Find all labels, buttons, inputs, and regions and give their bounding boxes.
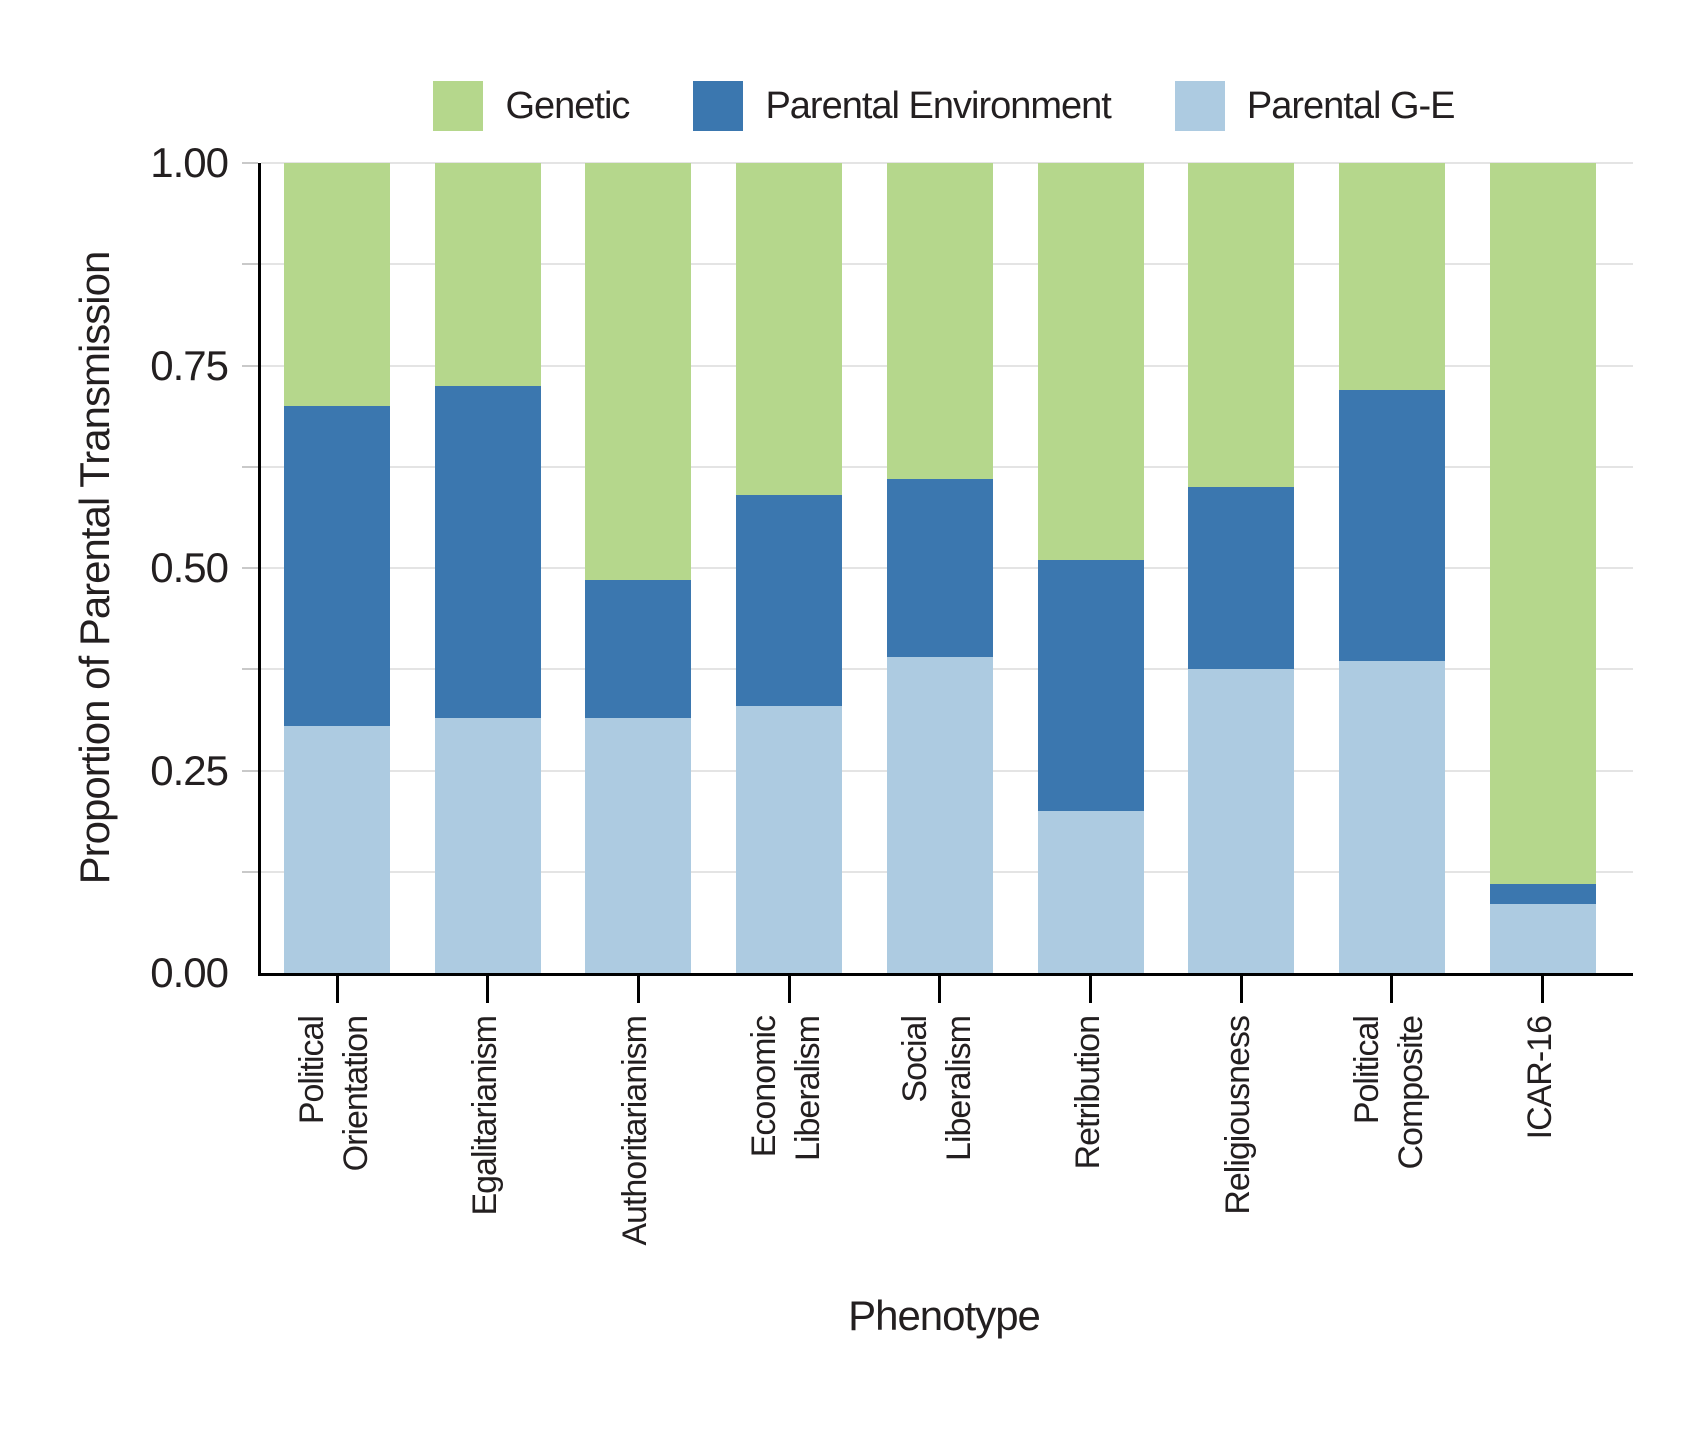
x-axis-tick — [787, 973, 791, 1003]
x-category-label-line: Political — [293, 1016, 331, 1125]
x-category-label-icar-16: ICAR-16 — [1490, 1016, 1590, 1316]
y-axis-tick — [242, 870, 258, 873]
bar-economic-liberalism — [736, 163, 843, 973]
x-category-label-line: Composite — [1391, 1016, 1430, 1170]
legend-label: Genetic — [505, 84, 630, 127]
x-axis-tick — [636, 973, 640, 1003]
legend-swatch-parental-g-e — [1174, 81, 1225, 131]
legend-swatch-parental-environment — [693, 81, 744, 131]
x-category-label-economic-liberalism: Economic Liberalism — [736, 1016, 836, 1316]
y-tick-label: 0.50 — [150, 544, 229, 591]
segment-parental-environment — [886, 478, 993, 658]
segment-parental-environment — [585, 580, 692, 718]
x-category-label-political-orientation: Political Orientation — [284, 1016, 384, 1316]
legend-item-parental-environment: Parental Environment — [693, 81, 1112, 131]
chart-legend: Genetic Parental Environment Parental G-E — [258, 78, 1630, 134]
y-axis-tick — [242, 769, 258, 772]
x-category-label-line: Social — [895, 1016, 934, 1103]
x-category-label-egalitarianism: Egalitarianism — [435, 1016, 535, 1316]
segment-parental-g-e — [736, 705, 843, 973]
y-axis-tick — [242, 567, 258, 569]
segment-parental-g-e — [1489, 904, 1596, 973]
x-axis-tick — [1239, 973, 1243, 1003]
y-axis-tick — [242, 162, 258, 164]
segment-parental-g-e — [1188, 669, 1295, 973]
legend-label: Parental Environment — [765, 84, 1111, 127]
segment-parental-environment — [1037, 559, 1144, 811]
segment-parental-g-e — [886, 657, 993, 973]
y-tick-label: 1.00 — [150, 139, 229, 186]
y-tick-label: 0.25 — [150, 746, 229, 794]
x-category-label-religiousness: Religiousness — [1188, 1016, 1288, 1316]
x-category-label-line: Liberalism — [939, 1016, 978, 1161]
segment-parental-environment — [1338, 389, 1445, 662]
x-category-label-line: Liberalism — [789, 1016, 828, 1161]
x-category-label-line: Retribution — [1068, 1016, 1107, 1170]
y-tick-label: 0.75 — [150, 341, 229, 389]
segment-parental-g-e — [284, 725, 390, 973]
segment-parental-g-e — [1037, 811, 1144, 973]
x-axis-tick — [1089, 973, 1092, 1003]
legend-label: Parental G-E — [1246, 84, 1456, 127]
y-axis-tick — [242, 364, 258, 367]
segment-genetic — [434, 163, 541, 386]
x-category-label-political-composite: Political Composite — [1339, 1016, 1439, 1316]
x-category-label-authoritarianism: Authoritarianism — [585, 1016, 685, 1316]
segment-parental-environment — [1489, 883, 1596, 905]
bar-political-orientation — [284, 163, 390, 973]
segment-parental-environment — [1188, 487, 1295, 670]
x-category-label-line: Political — [1347, 1016, 1386, 1125]
bar-social-liberalism — [886, 163, 993, 973]
x-category-label-line: Economic — [745, 1016, 784, 1158]
x-category-label-social-liberalism: Social Liberalism — [887, 1016, 987, 1316]
bar-religiousness — [1188, 163, 1295, 973]
segment-genetic — [1338, 163, 1445, 390]
segment-parental-environment — [284, 406, 390, 726]
x-category-label-line: Authoritarianism — [616, 1016, 655, 1246]
bar-political-composite — [1338, 163, 1445, 973]
legend-item-parental-g-e: Parental G-E — [1174, 81, 1456, 131]
x-category-label-retribution: Retribution — [1038, 1016, 1138, 1316]
segment-parental-g-e — [1338, 661, 1445, 973]
bar-icar-16 — [1489, 163, 1596, 973]
segment-parental-g-e — [434, 717, 541, 973]
bar-retribution — [1037, 163, 1144, 973]
gridline — [261, 162, 1633, 164]
bar-authoritarianism — [585, 163, 692, 973]
segment-genetic — [886, 163, 993, 479]
legend-swatch-genetic — [433, 81, 484, 131]
segment-parental-g-e — [585, 717, 692, 973]
segment-parental-environment — [736, 495, 843, 706]
legend-item-genetic: Genetic — [433, 81, 630, 131]
y-axis-tick — [242, 668, 258, 671]
segment-genetic — [1037, 163, 1144, 560]
y-axis-tick — [242, 263, 258, 266]
x-axis-title: Phenotype — [848, 1292, 1041, 1339]
bar-egalitarianism — [434, 163, 541, 973]
y-axis-tick — [242, 465, 258, 468]
segment-genetic — [736, 163, 843, 496]
x-axis-tick — [1541, 973, 1545, 1003]
x-category-label-line: ICAR-16 — [1520, 1016, 1559, 1140]
plot-area: 0.00 0.25 0.50 0.75 1.00 — [150, 142, 1633, 1003]
segment-genetic — [1188, 163, 1295, 487]
x-category-label-line: Egalitarianism — [465, 1016, 504, 1216]
segment-genetic — [1489, 163, 1596, 884]
x-axis-tick — [1390, 973, 1394, 1003]
x-category-label-line: Religiousness — [1219, 1016, 1258, 1215]
x-axis-tick — [486, 973, 490, 1003]
x-category-label-line: Orientation — [337, 1016, 375, 1172]
segment-genetic — [284, 163, 390, 406]
x-axis-tick — [335, 973, 339, 1003]
y-tick-label: 0.00 — [150, 949, 229, 996]
segment-genetic — [585, 163, 692, 581]
x-axis-tick — [938, 973, 942, 1003]
segment-parental-environment — [434, 385, 541, 718]
